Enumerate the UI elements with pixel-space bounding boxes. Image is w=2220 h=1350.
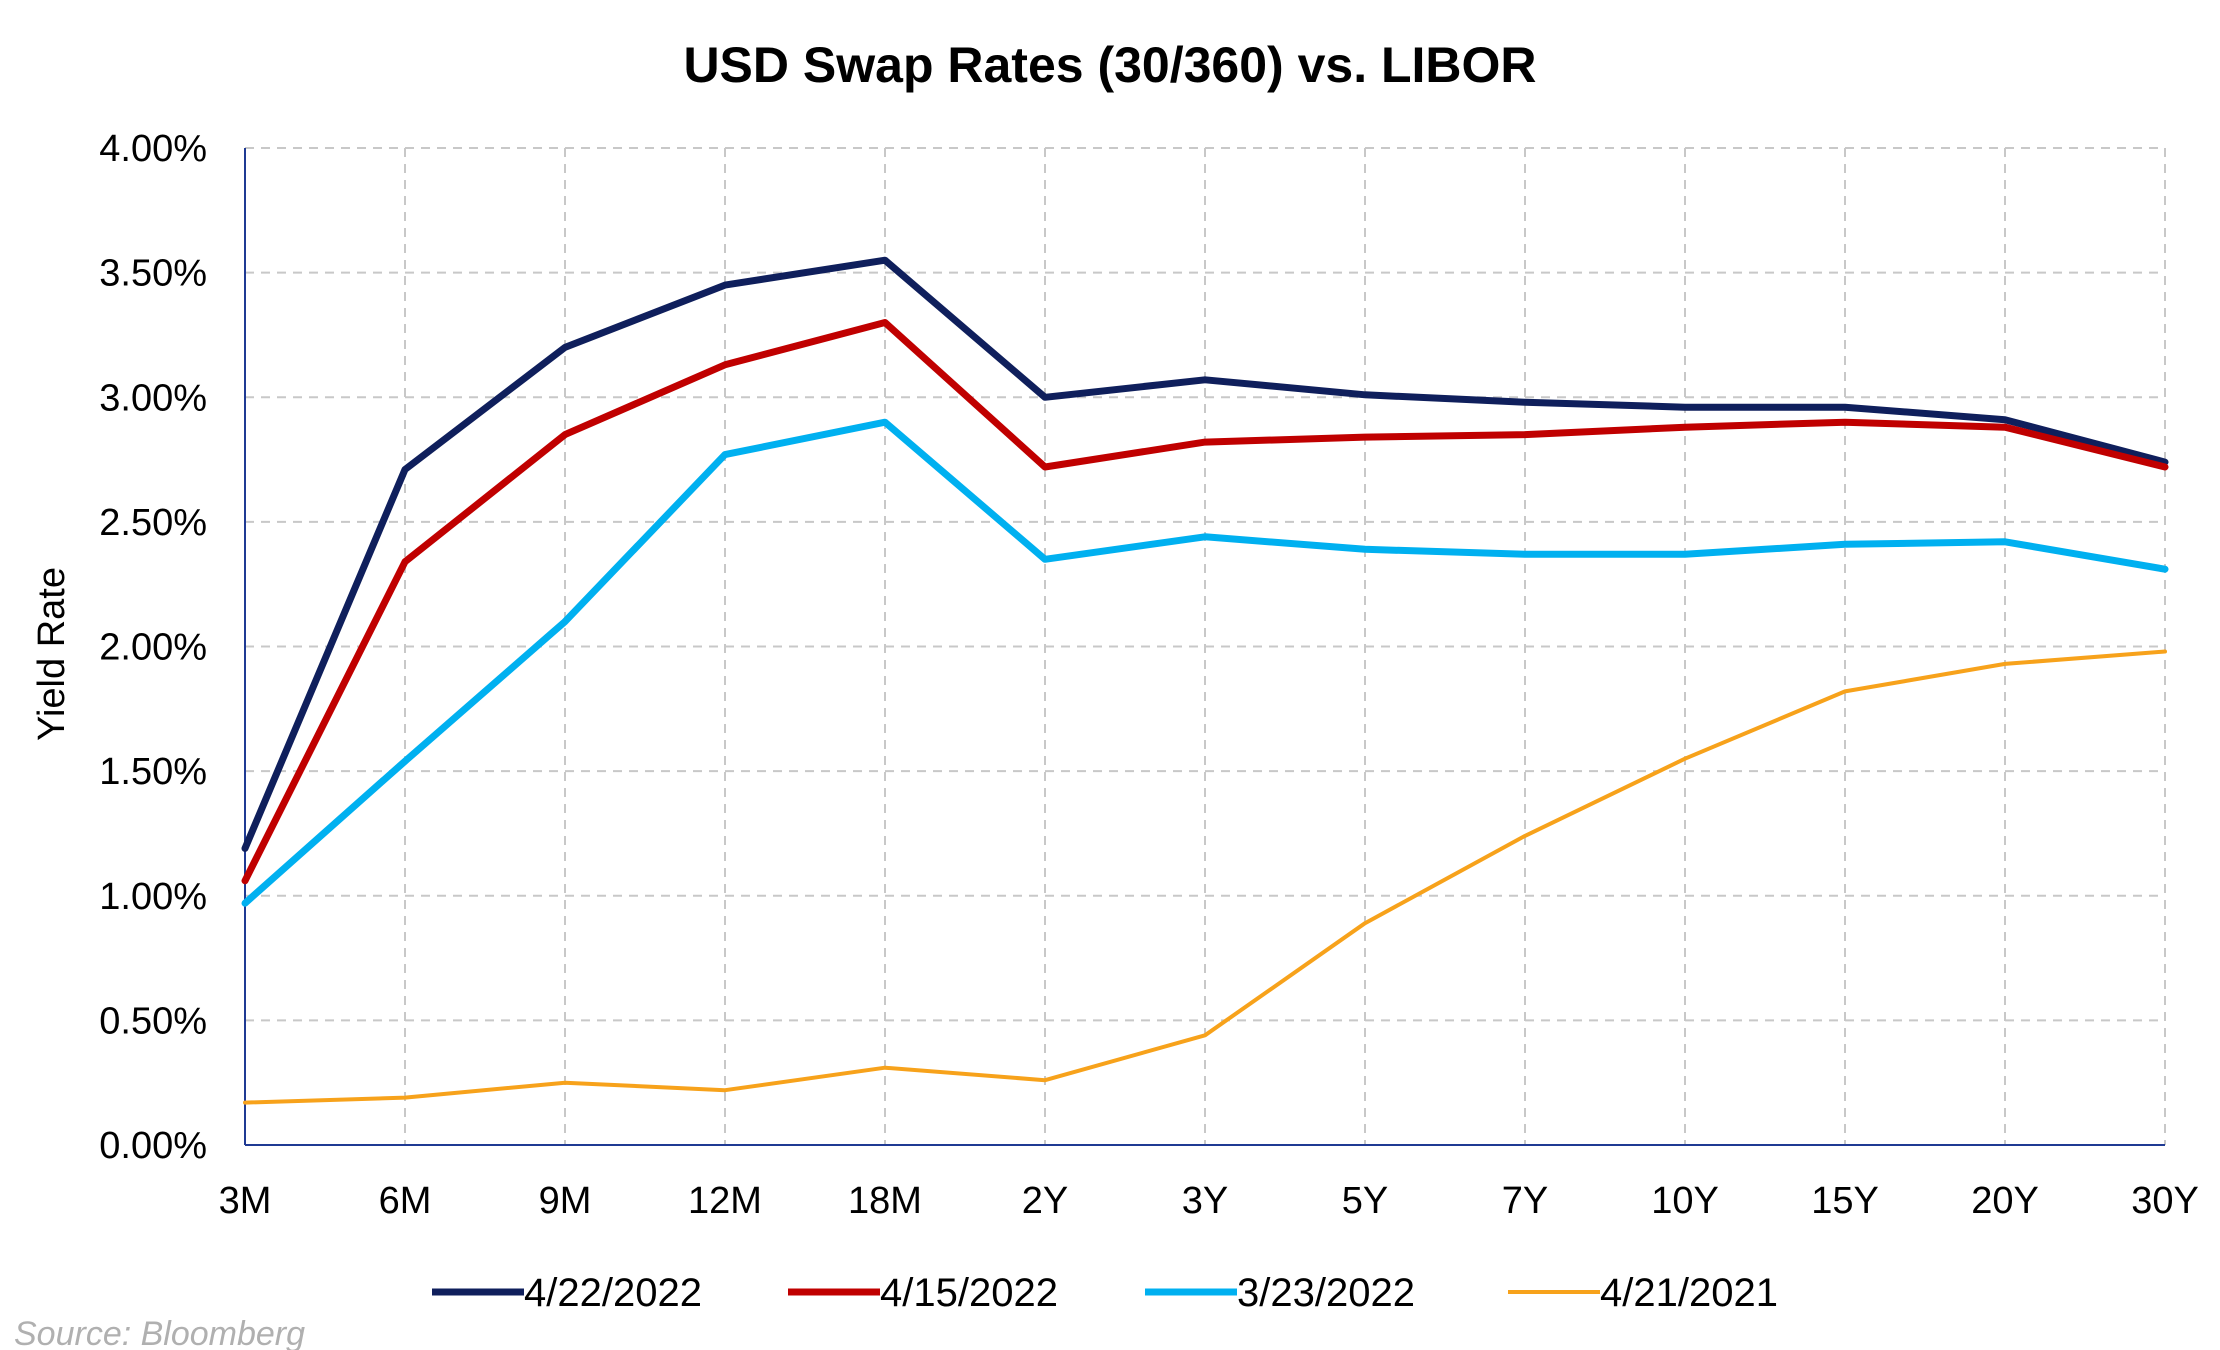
x-tick-label: 2Y bbox=[1022, 1180, 1068, 1222]
x-tick-label: 12M bbox=[688, 1180, 762, 1222]
x-tick-label: 20Y bbox=[1971, 1180, 2039, 1222]
x-tick-label: 18M bbox=[848, 1180, 922, 1222]
x-tick-label: 30Y bbox=[2131, 1180, 2199, 1222]
x-tick-label: 9M bbox=[539, 1180, 592, 1222]
y-tick-label: 4.00% bbox=[99, 128, 207, 170]
axes: 0.00% 0.50% 1.00% 1.50% 2.00% 2.50% 3.00% 3.50%… bbox=[99, 128, 2199, 1222]
series-lines bbox=[241, 256, 2169, 1105]
x-tick-label: 3Y bbox=[1182, 1180, 1228, 1222]
y-tick-label: 1.50% bbox=[99, 751, 207, 793]
y-tick-label: 2.00% bbox=[99, 627, 207, 669]
y-tick-label: 0.50% bbox=[99, 1000, 207, 1042]
legend-label: 3/23/2022 bbox=[1237, 1271, 1415, 1315]
series-line-4 bbox=[243, 649, 2167, 1105]
x-tick-label: 7Y bbox=[1502, 1180, 1548, 1222]
series-line-1 bbox=[241, 256, 2169, 852]
x-tick-label: 15Y bbox=[1811, 1180, 1879, 1222]
x-tick-label: 3M bbox=[219, 1180, 272, 1222]
y-tick-label: 0.00% bbox=[99, 1125, 207, 1167]
y-tick-label: 2.50% bbox=[99, 502, 207, 544]
x-tick-label: 5Y bbox=[1342, 1180, 1388, 1222]
legend: 4/22/2022 4/15/2022 3/23/2022 4/21/2021 bbox=[432, 1271, 1778, 1315]
gridlines bbox=[245, 147, 2166, 1145]
x-tick-label: 10Y bbox=[1651, 1180, 1719, 1222]
series-line-3 bbox=[241, 418, 2169, 907]
series-line-2 bbox=[241, 319, 2169, 885]
chart-title: USD Swap Rates (30/360) vs. LIBOR bbox=[683, 37, 1536, 93]
y-tick-label: 1.00% bbox=[99, 876, 207, 918]
legend-label: 4/22/2022 bbox=[524, 1271, 702, 1315]
y-tick-label: 3.50% bbox=[99, 253, 207, 295]
legend-label: 4/15/2022 bbox=[880, 1271, 1058, 1315]
y-axis-label: Yield Rate bbox=[31, 567, 73, 741]
y-tick-label: 3.00% bbox=[99, 377, 207, 419]
legend-label: 4/21/2021 bbox=[1600, 1271, 1778, 1315]
x-tick-label: 6M bbox=[379, 1180, 432, 1222]
source-note: Source: Bloomberg bbox=[14, 1315, 305, 1350]
